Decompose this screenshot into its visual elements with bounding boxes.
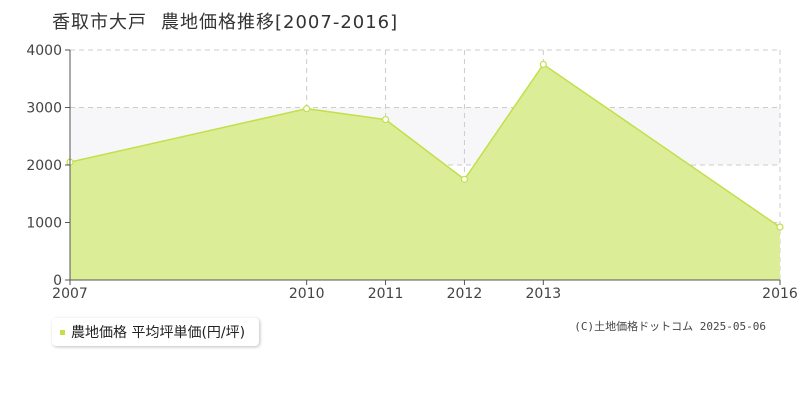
series-group	[66, 60, 784, 280]
axes	[65, 49, 781, 285]
y-tick-label: 4000	[26, 43, 62, 59]
x-tick-label: 2011	[368, 286, 404, 302]
series-area	[70, 64, 780, 280]
data-point	[460, 175, 469, 183]
y-tick-label: 3000	[26, 101, 62, 117]
series-line	[69, 63, 781, 228]
chart-title: 香取市大戸 農地価格推移[2007-2016]	[52, 8, 398, 34]
x-tick-label: 2013	[526, 286, 562, 302]
data-point	[381, 115, 390, 124]
y-tick-label: 1000	[26, 216, 62, 232]
y-tick-label: 0	[53, 273, 62, 289]
credit-text: (C)土地価格ドットコム 2025-05-06	[574, 320, 766, 333]
y-tick-label: 2000	[26, 158, 62, 174]
x-tick-label: 2016	[762, 286, 798, 302]
x-tick-label: 2012	[447, 286, 483, 302]
data-point	[303, 105, 311, 113]
x-tick-label: 2010	[289, 286, 325, 302]
tick-labels: 0 1000 2000 3000 4000 2007 2010 2011 2012 2013 201…	[26, 43, 798, 302]
title-place: 香取市大戸	[52, 12, 147, 33]
data-point	[539, 60, 547, 68]
legend: 農地価格 平均坪単価(円/坪)	[52, 318, 260, 346]
legend-swatch	[60, 329, 65, 335]
title-subject: 農地価格推移[2007-2016]	[161, 12, 399, 33]
x-tick-label: 2007	[52, 286, 88, 302]
legend-label: 農地価格 平均坪単価(円/坪)	[71, 325, 246, 341]
data-point	[776, 223, 784, 231]
